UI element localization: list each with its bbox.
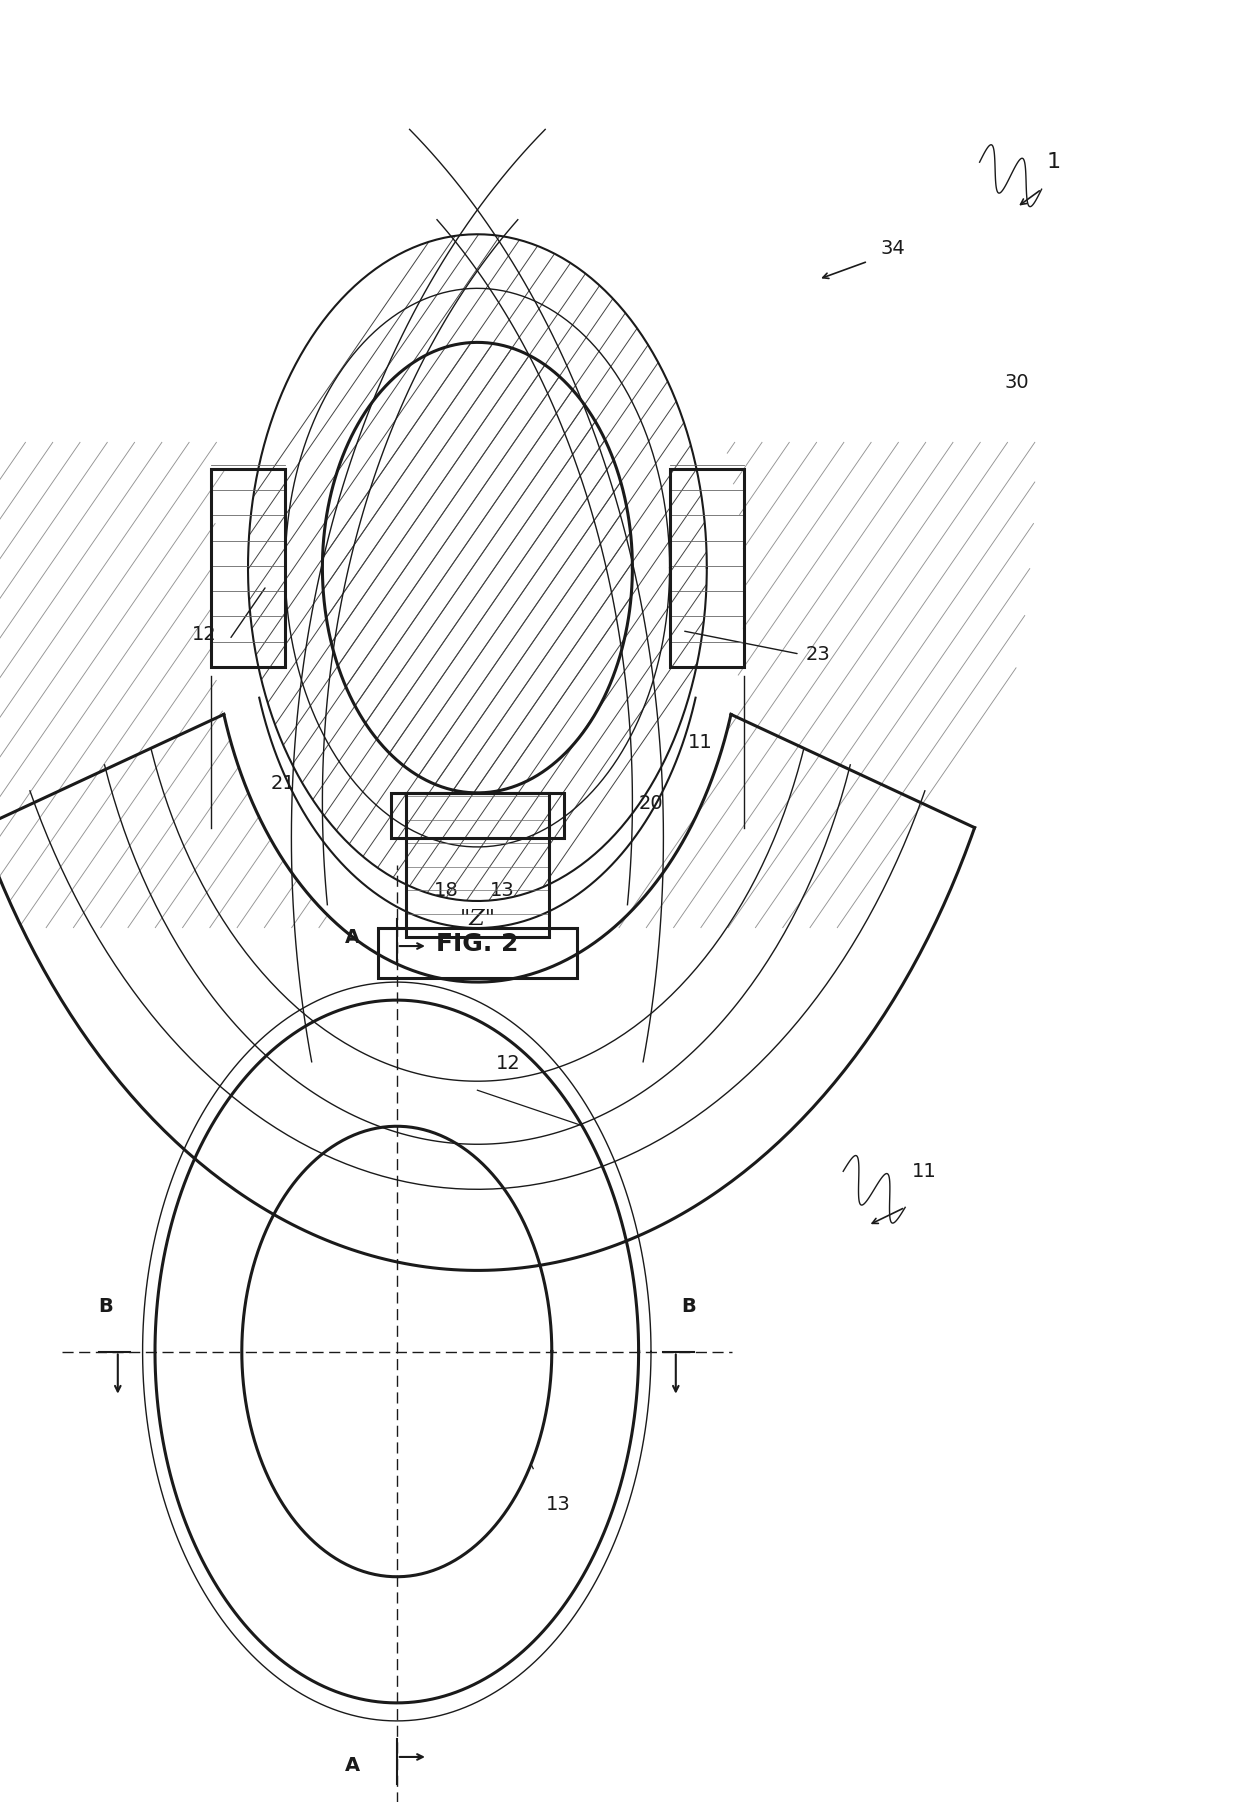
Text: 34: 34 [880, 240, 905, 258]
Text: 20: 20 [639, 795, 663, 813]
Text: 11: 11 [911, 1162, 936, 1180]
Text: B: B [681, 1297, 696, 1315]
Text: 11: 11 [688, 733, 713, 751]
Text: 23: 23 [806, 645, 831, 663]
Text: 30: 30 [1004, 373, 1029, 391]
Text: 13: 13 [546, 1496, 570, 1514]
Text: A: A [345, 1757, 360, 1775]
Text: FIG. 2: FIG. 2 [436, 932, 518, 957]
Text: 12: 12 [496, 1054, 521, 1072]
Text: B: B [98, 1297, 113, 1315]
Text: 21: 21 [270, 775, 295, 793]
Text: "Z": "Z" [459, 908, 496, 930]
Text: A: A [345, 928, 360, 946]
Text: 18: 18 [434, 881, 459, 899]
Text: 13: 13 [490, 881, 515, 899]
Text: 12: 12 [192, 625, 217, 643]
Text: 1: 1 [1047, 151, 1061, 173]
